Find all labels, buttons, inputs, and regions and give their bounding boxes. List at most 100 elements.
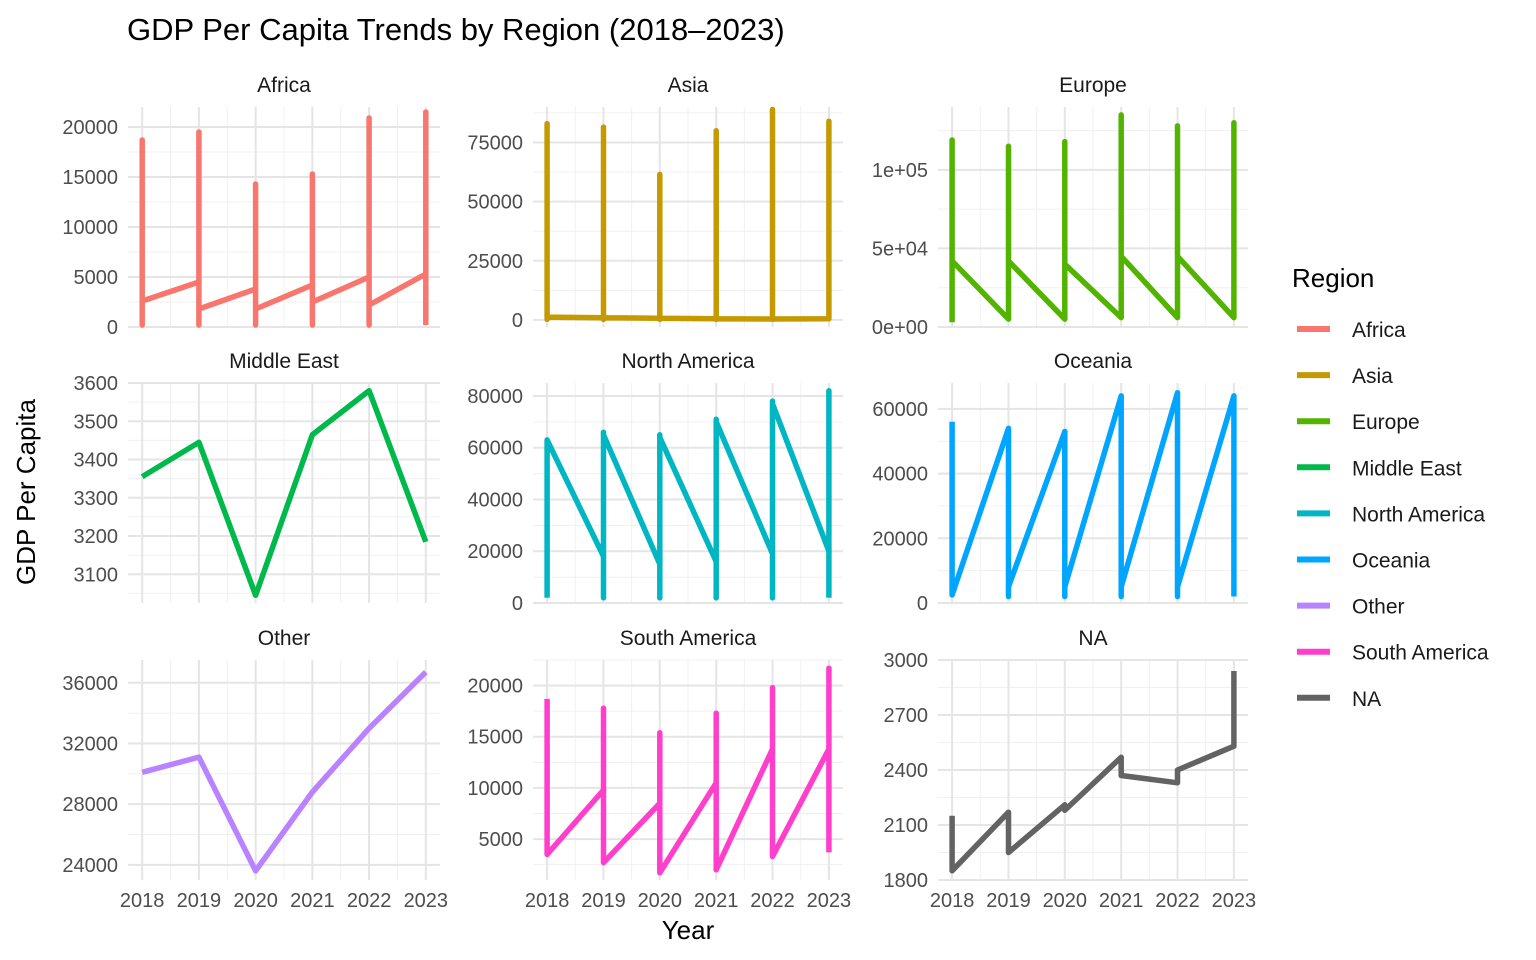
y-tick-label: 25000 bbox=[467, 251, 523, 273]
facet-label-asia: Asia bbox=[668, 74, 709, 97]
y-tick-label: 0e+00 bbox=[872, 317, 928, 339]
facet-panel-na: NA 1800 2100 2400 2700 3000 2018 2019 2020 2021 20… bbox=[884, 627, 1257, 912]
y-tick-label: 1800 bbox=[884, 870, 929, 892]
y-tick-label: 5000 bbox=[74, 267, 119, 289]
facet-label-north-america: North America bbox=[621, 350, 754, 373]
series-line-europe bbox=[949, 112, 1237, 323]
x-tick-label: 2023 bbox=[1212, 890, 1257, 912]
y-tick-label: 3600 bbox=[74, 373, 119, 395]
x-tick-label: 2021 bbox=[1099, 890, 1144, 912]
facet-label-africa: Africa bbox=[257, 74, 311, 97]
legend-title: Region bbox=[1292, 263, 1374, 293]
facet-panel-oceania: Oceania 0 20000 40000 60000 bbox=[872, 350, 1248, 615]
x-tick-label: 2022 bbox=[1155, 890, 1200, 912]
y-tick-label: 75000 bbox=[467, 132, 523, 154]
y-tick-label: 60000 bbox=[872, 399, 928, 421]
facet-panel-other: Other 24000 28000 32000 36000 2018 2019 2020 202… bbox=[62, 627, 448, 912]
series-line-africa bbox=[139, 109, 429, 328]
x-tick-label: 2021 bbox=[694, 890, 739, 912]
y-tick-label: 80000 bbox=[467, 386, 523, 408]
y-tick-label: 1e+05 bbox=[872, 160, 928, 182]
x-tick-label: 2019 bbox=[177, 890, 222, 912]
legend-item-south-america: South America bbox=[1297, 642, 1489, 665]
legend-item-north-america: North America bbox=[1297, 503, 1485, 526]
x-tick-label: 2018 bbox=[525, 890, 570, 912]
legend-label-middle-east: Middle East bbox=[1352, 457, 1462, 480]
facet-panel-africa: Africa 0 5000 10000 15000 20000 bbox=[62, 74, 440, 339]
facet-label-na: NA bbox=[1078, 627, 1107, 650]
y-tick-label: 60000 bbox=[467, 438, 523, 460]
legend-item-na: NA bbox=[1297, 688, 1381, 711]
y-tick-label: 5e+04 bbox=[872, 238, 928, 260]
facet-panel-north-america: North America 0 20000 40000 60000 80000 bbox=[467, 350, 843, 615]
gridlines bbox=[533, 107, 843, 327]
legend-item-asia: Asia bbox=[1297, 365, 1393, 388]
facet-label-oceania: Oceania bbox=[1054, 350, 1133, 373]
y-tick-label: 3300 bbox=[74, 488, 119, 510]
gridlines bbox=[938, 659, 1248, 881]
y-tick-label: 0 bbox=[917, 593, 928, 615]
facet-label-south-america: South America bbox=[620, 627, 757, 650]
x-tick-label: 2020 bbox=[1043, 890, 1088, 912]
facet-panel-europe: Europe 0e+00 5e+04 1e+05 bbox=[872, 74, 1248, 339]
y-tick-label: 10000 bbox=[467, 778, 523, 800]
series-line-south-america bbox=[544, 665, 832, 876]
x-tick-label: 2023 bbox=[404, 890, 449, 912]
legend-label-oceania: Oceania bbox=[1352, 550, 1431, 573]
series-line-na bbox=[949, 671, 1237, 874]
facet-panels: Africa 0 5000 10000 15000 20000 Asia 0 25000 5000… bbox=[62, 74, 1256, 912]
x-tick-label: 2022 bbox=[750, 890, 795, 912]
legend-label-na: NA bbox=[1352, 688, 1381, 711]
y-tick-label: 3200 bbox=[74, 526, 119, 548]
series-line-other bbox=[141, 670, 428, 874]
legend-label-other: Other bbox=[1352, 596, 1405, 619]
gridlines bbox=[128, 660, 440, 880]
y-tick-label: 2400 bbox=[884, 760, 929, 782]
legend-label-africa: Africa bbox=[1352, 319, 1406, 342]
y-tick-label: 36000 bbox=[62, 673, 118, 695]
legend-item-africa: Africa bbox=[1297, 319, 1406, 342]
y-tick-label: 2100 bbox=[884, 815, 929, 837]
y-tick-label: 3000 bbox=[884, 650, 929, 672]
x-tick-label: 2019 bbox=[986, 890, 1031, 912]
legend-item-europe: Europe bbox=[1297, 411, 1420, 434]
y-tick-label: 10000 bbox=[62, 217, 118, 239]
y-tick-label: 15000 bbox=[62, 167, 118, 189]
y-tick-label: 2700 bbox=[884, 705, 929, 727]
y-axis-label: GDP Per Capita bbox=[11, 398, 41, 584]
legend-item-other: Other bbox=[1297, 596, 1405, 619]
y-tick-label: 20000 bbox=[467, 541, 523, 563]
legend-item-middle-east: Middle East bbox=[1297, 457, 1462, 480]
facet-label-europe: Europe bbox=[1059, 74, 1127, 97]
y-tick-label: 20000 bbox=[467, 676, 523, 698]
y-tick-label: 0 bbox=[512, 593, 523, 615]
x-tick-label: 2020 bbox=[638, 890, 683, 912]
y-tick-label: 5000 bbox=[479, 829, 524, 851]
series-line-north-america bbox=[544, 388, 832, 601]
x-tick-label: 2022 bbox=[347, 890, 392, 912]
series-line-oceania bbox=[949, 389, 1237, 600]
y-tick-label: 28000 bbox=[62, 794, 118, 816]
legend: Africa Asia Europe Middle East North America… bbox=[1297, 319, 1489, 711]
legend-label-south-america: South America bbox=[1352, 642, 1489, 665]
y-tick-label: 50000 bbox=[467, 192, 523, 214]
facet-panel-asia: Asia 0 25000 50000 75000 bbox=[467, 74, 843, 332]
y-tick-label: 0 bbox=[107, 317, 118, 339]
y-tick-label: 20000 bbox=[62, 117, 118, 139]
chart-title: GDP Per Capita Trends by Region (2018–20… bbox=[127, 12, 785, 47]
x-tick-label: 2018 bbox=[120, 890, 165, 912]
y-tick-label: 15000 bbox=[467, 727, 523, 749]
y-tick-label: 3500 bbox=[74, 411, 119, 433]
legend-label-asia: Asia bbox=[1352, 365, 1393, 388]
y-tick-label: 32000 bbox=[62, 733, 118, 755]
series-line-asia bbox=[544, 106, 832, 323]
gridlines bbox=[533, 659, 843, 880]
series-line-middle-east bbox=[140, 387, 429, 599]
legend-item-oceania: Oceania bbox=[1297, 550, 1431, 573]
facet-label-middle-east: Middle East bbox=[229, 350, 339, 373]
x-tick-label: 2020 bbox=[233, 890, 278, 912]
facet-panel-middle-east: Middle East 3100 3200 3300 3400 3500 3600 bbox=[74, 350, 440, 603]
y-tick-label: 3400 bbox=[74, 450, 119, 472]
y-tick-label: 24000 bbox=[62, 855, 118, 877]
x-tick-label: 2021 bbox=[290, 890, 335, 912]
